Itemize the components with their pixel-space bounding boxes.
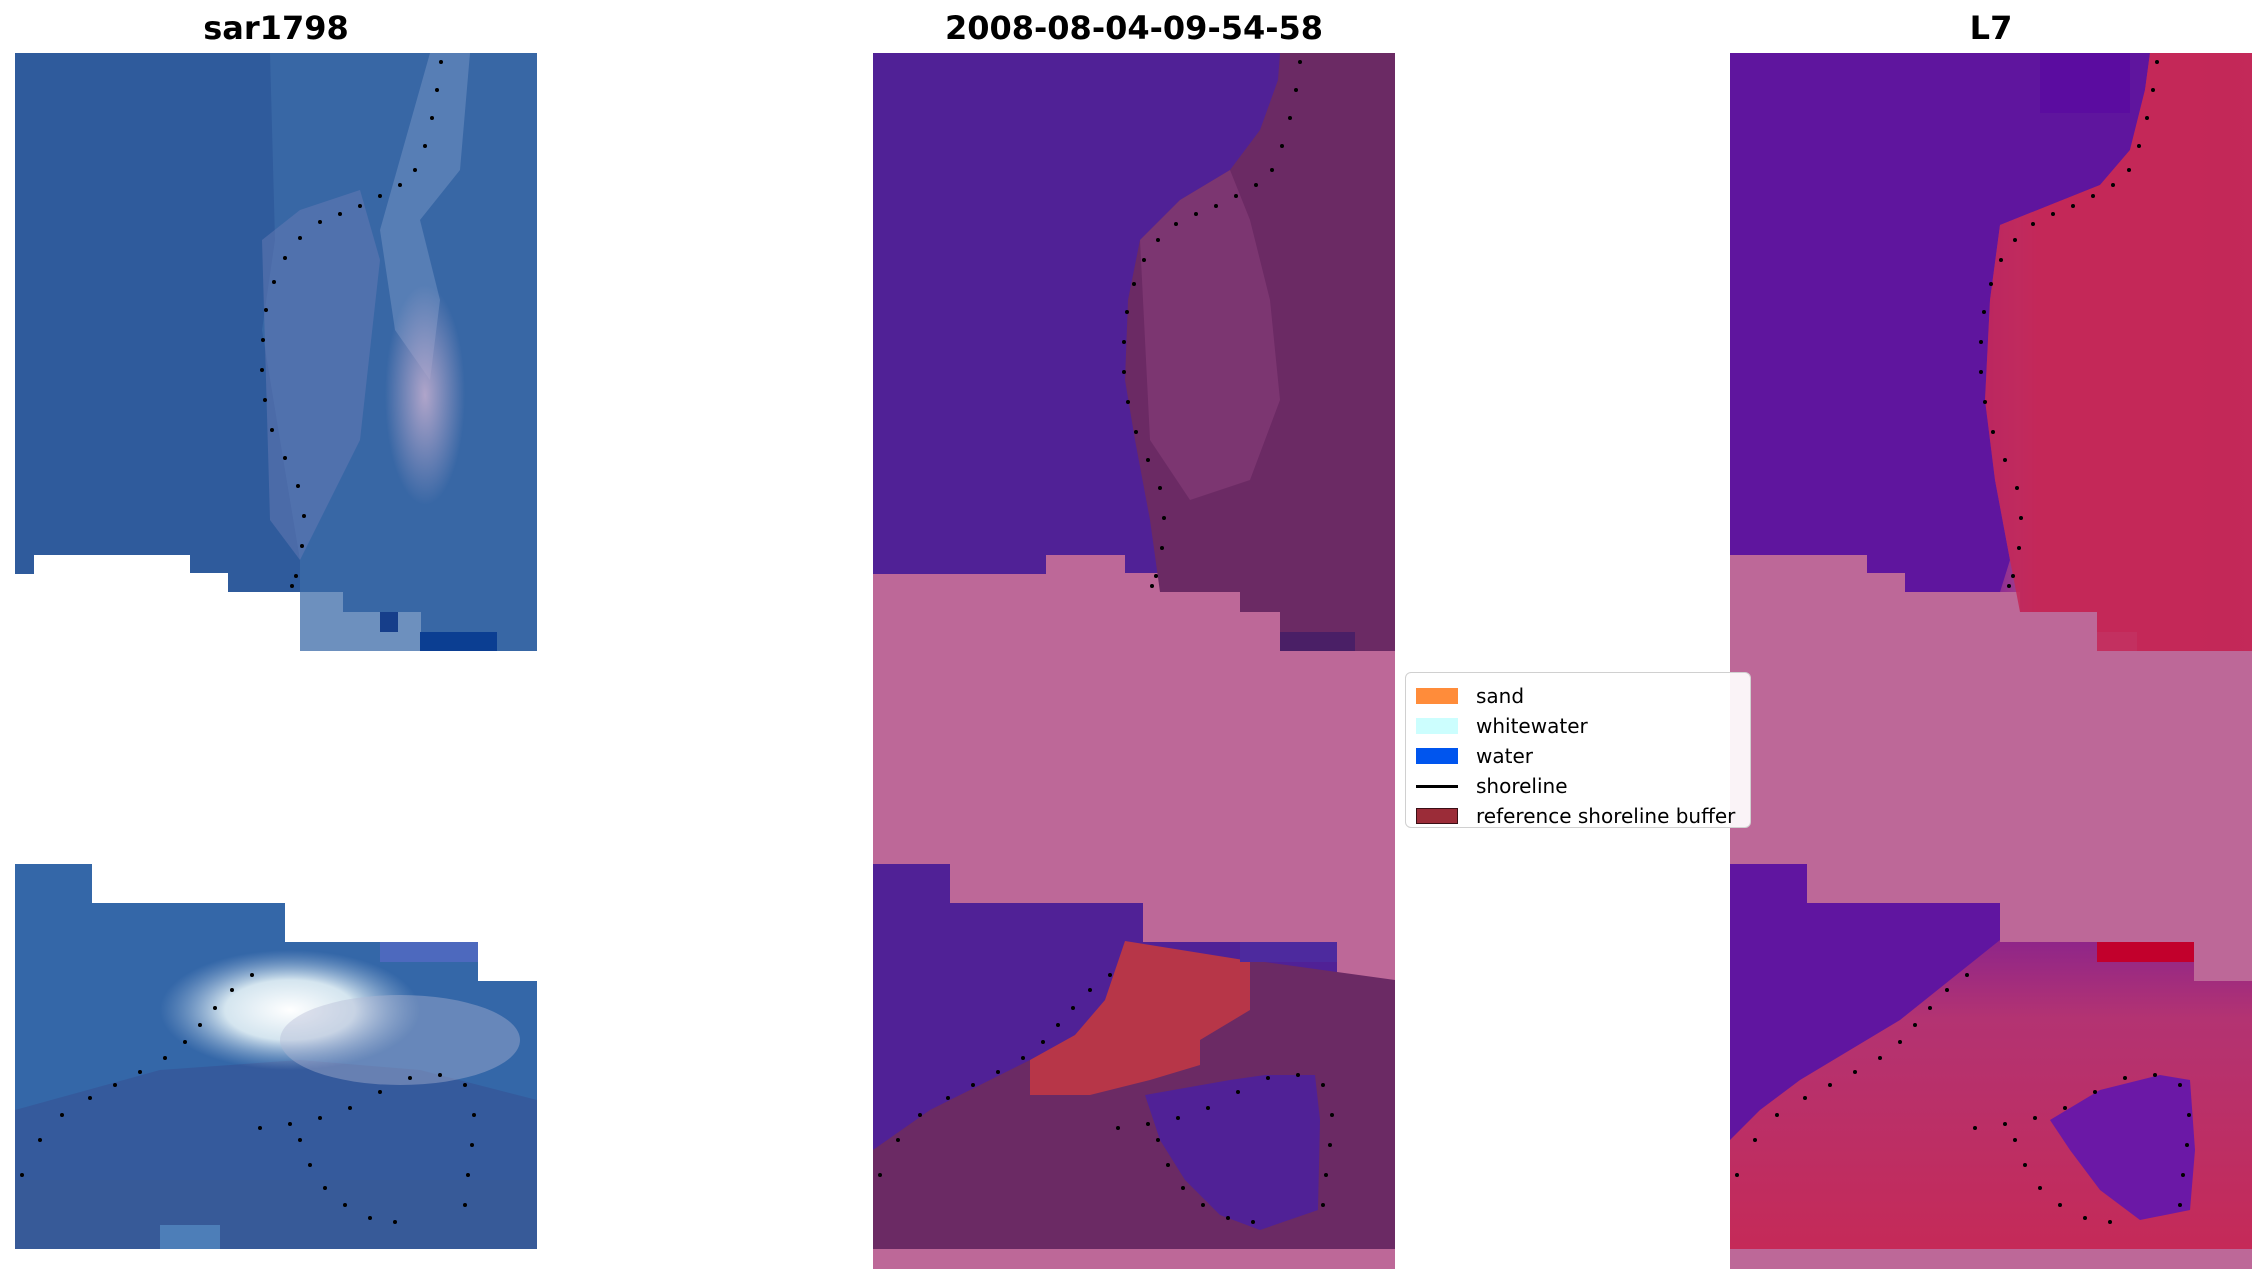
legend-label-reference-buffer: reference shoreline buffer xyxy=(1476,804,1736,828)
legend-label-sand: sand xyxy=(1476,684,1525,708)
legend-line-shoreline xyxy=(1416,784,1458,788)
index-image xyxy=(1730,53,2252,1269)
legend-item-whitewater: whitewater xyxy=(1416,711,1740,741)
panel-title-index: L7 xyxy=(1969,9,2013,47)
legend-item-water: water xyxy=(1416,741,1740,771)
legend-swatch-water xyxy=(1416,748,1458,764)
legend-label-shoreline: shoreline xyxy=(1476,774,1568,798)
legend-label-whitewater: whitewater xyxy=(1476,714,1588,738)
index-shoreline xyxy=(1735,60,2191,1224)
legend-item-shoreline: shoreline xyxy=(1416,771,1740,801)
legend-item-sand: sand xyxy=(1416,681,1740,711)
classified-shoreline xyxy=(878,60,1334,1224)
panel-title-classified: 2008-08-04-09-54-58 xyxy=(944,9,1324,47)
rgb-bottom-image xyxy=(15,864,537,1249)
legend: sand whitewater water shoreline referenc… xyxy=(1405,672,1751,828)
legend-label-water: water xyxy=(1476,744,1533,768)
panel-title-rgb: sar1798 xyxy=(203,9,349,47)
rgb-shoreline xyxy=(20,60,476,1224)
legend-item-reference-buffer: reference shoreline buffer xyxy=(1416,801,1740,831)
rgb-top-image xyxy=(15,53,537,651)
legend-swatch-whitewater xyxy=(1416,718,1458,734)
legend-swatch-sand xyxy=(1416,688,1458,704)
classified-image xyxy=(873,53,1395,1269)
legend-swatch-reference-buffer xyxy=(1416,808,1458,824)
